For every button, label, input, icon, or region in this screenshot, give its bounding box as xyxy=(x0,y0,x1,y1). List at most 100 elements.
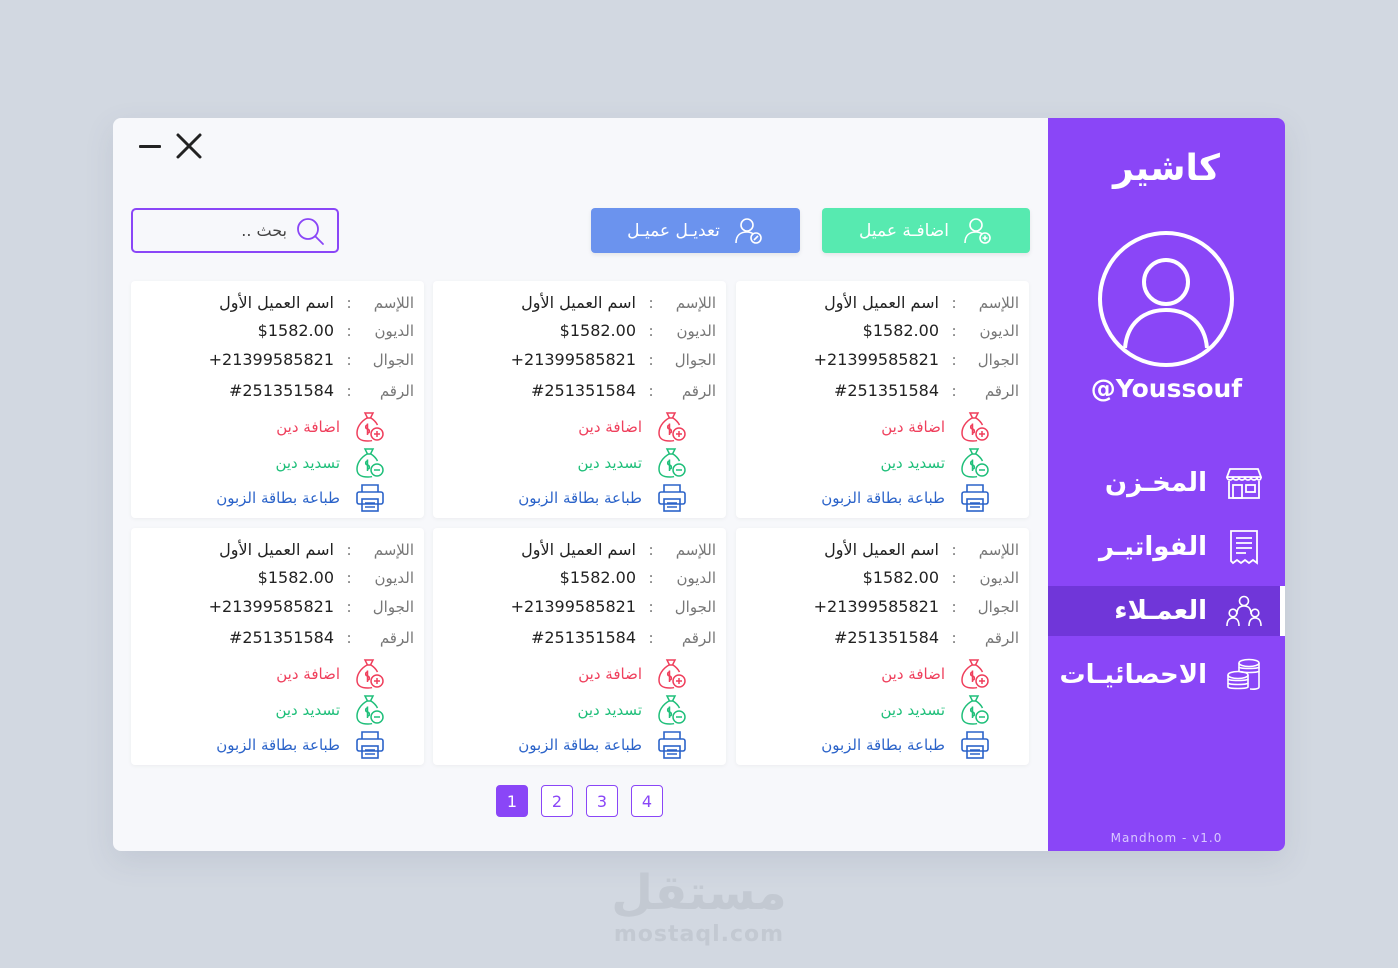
print-card-button[interactable]: طباعة بطاقة الزبون xyxy=(821,482,991,514)
coins-icon xyxy=(1225,656,1263,694)
pay-debt-label: تسديد دين xyxy=(577,454,642,472)
sidebar-item-label: الاحصائيـات xyxy=(1059,660,1207,690)
client-phone-value: +21399585821 xyxy=(813,350,939,369)
watermark-site: mostaql.com xyxy=(613,922,785,947)
minimize-button[interactable] xyxy=(137,133,161,159)
add-debt-button[interactable]: اضافة دين xyxy=(276,658,386,690)
money-bag-plus-icon xyxy=(354,658,386,690)
pay-debt-button[interactable]: تسديد دين xyxy=(880,694,991,726)
client-id-row: الرقم: #251351584 xyxy=(229,381,414,400)
print-card-button[interactable]: طباعة بطاقة الزبون xyxy=(216,482,386,514)
money-bag-plus-icon xyxy=(656,658,688,690)
money-bag-plus-icon xyxy=(354,411,386,443)
username: @Youssouf xyxy=(1090,374,1243,403)
client-id-label: الرقم xyxy=(984,381,1019,400)
client-name-row: اللإسم: اسم العميل الأول xyxy=(521,540,716,559)
client-phone-label: الجوال xyxy=(977,597,1019,616)
search-icon[interactable] xyxy=(295,216,325,246)
page-button-4[interactable]: 4 xyxy=(631,785,663,817)
client-phone-row: الجوال: +21399585821 xyxy=(209,597,414,616)
colon: : xyxy=(951,628,957,647)
client-id-value: #251351584 xyxy=(228,628,334,647)
store-icon xyxy=(1225,464,1263,502)
sidebar-item-store[interactable]: المخـزن xyxy=(1048,458,1285,508)
colon: : xyxy=(648,568,654,587)
pay-debt-label: تسديد دين xyxy=(275,701,340,719)
colon: : xyxy=(648,597,654,616)
client-name-row: اللإسم: اسم العميل الأول xyxy=(521,293,716,312)
add-client-label: اضافـة عميل xyxy=(859,220,949,241)
client-id-value: #251351584 xyxy=(833,628,939,647)
close-icon[interactable] xyxy=(175,132,203,160)
money-bag-minus-icon xyxy=(959,447,991,479)
print-card-button[interactable]: طباعة بطاقة الزبون xyxy=(518,482,688,514)
add-debt-button[interactable]: اضافة دين xyxy=(578,658,688,690)
client-card: اللإسم: اسم العميل الأول الديون: $1582.00 ال… xyxy=(433,528,726,765)
colon: : xyxy=(951,321,957,340)
print-card-button[interactable]: طباعة بطاقة الزبون xyxy=(518,729,688,761)
edit-user-icon xyxy=(735,217,762,244)
add-debt-button[interactable]: اضافة دين xyxy=(276,411,386,443)
invoice-icon xyxy=(1225,528,1263,566)
client-debt-value: $1582.00 xyxy=(257,568,334,587)
search-input[interactable] xyxy=(145,220,289,241)
add-debt-button[interactable]: اضافة دين xyxy=(881,658,991,690)
add-user-icon xyxy=(964,217,991,244)
client-phone-value: +21399585821 xyxy=(208,597,334,616)
pay-debt-button[interactable]: تسديد دين xyxy=(275,694,386,726)
client-card: اللإسم: اسم العميل الأول الديون: $1582.00 ال… xyxy=(736,281,1029,518)
add-debt-button[interactable]: اضافة دين xyxy=(578,411,688,443)
client-id-value: #251351584 xyxy=(228,381,334,400)
client-phone-label: الجوال xyxy=(674,350,716,369)
colon: : xyxy=(346,540,352,559)
sidebar-item-invoices[interactable]: الفواتيـر xyxy=(1048,522,1285,572)
printer-icon xyxy=(959,482,991,514)
client-phone-label: الجوال xyxy=(977,350,1019,369)
sidebar-nav: المخـزن الفواتيـر xyxy=(1048,458,1285,714)
pay-debt-button[interactable]: تسديد دين xyxy=(577,694,688,726)
page-button-3[interactable]: 3 xyxy=(586,785,618,817)
print-card-button[interactable]: طباعة بطاقة الزبون xyxy=(216,729,386,761)
money-bag-minus-icon xyxy=(656,694,688,726)
colon: : xyxy=(648,381,654,400)
colon: : xyxy=(648,293,654,312)
sidebar-item-statistics[interactable]: الاحصائيـات xyxy=(1048,650,1285,700)
client-name-value: اسم العميل الأول xyxy=(521,293,636,312)
pay-debt-button[interactable]: تسديد دين xyxy=(577,447,688,479)
edit-client-button[interactable]: تعديـل عميـل xyxy=(591,208,800,253)
client-name-value: اسم العميل الأول xyxy=(219,293,334,312)
client-id-row: الرقم: #251351584 xyxy=(834,381,1019,400)
client-phone-value: +21399585821 xyxy=(813,597,939,616)
client-name-row: اللإسم: اسم العميل الأول xyxy=(219,293,414,312)
print-card-label: طباعة بطاقة الزبون xyxy=(518,489,642,507)
search-box[interactable] xyxy=(131,208,339,253)
client-name-value: اسم العميل الأول xyxy=(521,540,636,559)
pay-debt-button[interactable]: تسديد دين xyxy=(880,447,991,479)
clients-icon xyxy=(1225,592,1263,630)
client-debt-row: الديون: $1582.00 xyxy=(258,568,414,587)
add-debt-button[interactable]: اضافة دين xyxy=(881,411,991,443)
client-name-row: اللإسم: اسم العميل الأول xyxy=(219,540,414,559)
sidebar-item-label: الفواتيـر xyxy=(1098,532,1207,562)
colon: : xyxy=(648,540,654,559)
client-debt-label: الديون xyxy=(979,568,1019,587)
page-button-1[interactable]: 1 xyxy=(496,785,528,817)
pay-debt-button[interactable]: تسديد دين xyxy=(275,447,386,479)
print-card-label: طباعة بطاقة الزبون xyxy=(518,736,642,754)
add-client-button[interactable]: اضافـة عميل xyxy=(822,208,1030,253)
colon: : xyxy=(346,350,352,369)
client-id-row: الرقم: #251351584 xyxy=(834,628,1019,647)
client-id-label: الرقم xyxy=(681,381,716,400)
client-phone-row: الجوال: +21399585821 xyxy=(511,597,716,616)
client-debt-row: الديون: $1582.00 xyxy=(863,568,1019,587)
print-card-button[interactable]: طباعة بطاقة الزبون xyxy=(821,729,991,761)
colon: : xyxy=(346,321,352,340)
sidebar-item-clients[interactable]: العمـلاء xyxy=(1048,586,1285,636)
app-title: كاشير xyxy=(1113,148,1220,189)
client-debt-label: الديون xyxy=(374,321,414,340)
page-button-2[interactable]: 2 xyxy=(541,785,573,817)
edit-client-label: تعديـل عميـل xyxy=(627,220,720,241)
client-id-value: #251351584 xyxy=(530,381,636,400)
client-debt-row: الديون: $1582.00 xyxy=(560,568,716,587)
client-id-label: الرقم xyxy=(379,381,414,400)
